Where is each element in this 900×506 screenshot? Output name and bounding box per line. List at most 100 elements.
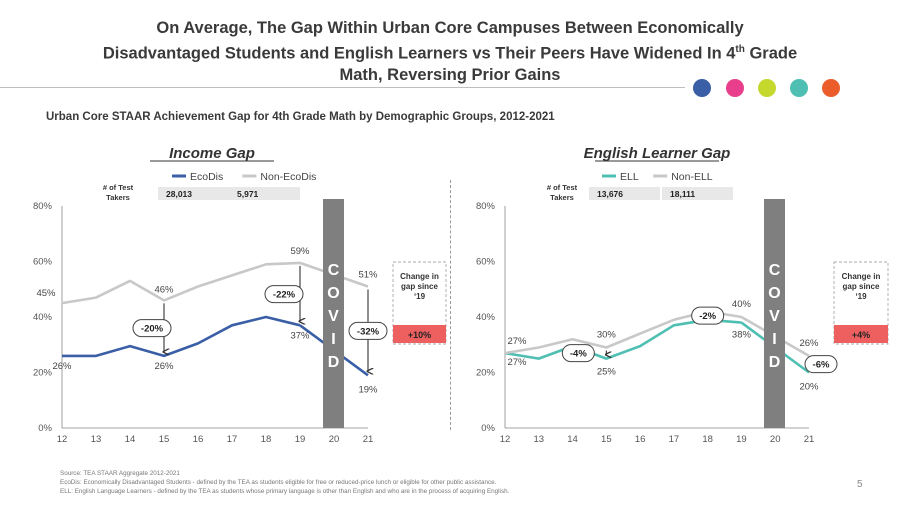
title-superscript: th: [735, 44, 745, 55]
point-label: 46%: [154, 284, 174, 295]
point-label: 25%: [597, 367, 617, 378]
gap-value: -6%: [813, 360, 830, 371]
gap-bubble: [691, 306, 725, 325]
change-value: +10%: [408, 330, 431, 340]
test-takers-box: [158, 187, 229, 200]
brand-dot-blue: [693, 79, 711, 97]
change-label: gap since: [401, 282, 438, 291]
legend-label-non-ecodis: Non-EcoDis: [260, 171, 316, 183]
test-takers-label-2: Takers: [550, 193, 574, 202]
x-tick-label: 14: [567, 434, 578, 445]
covid-letter: C: [328, 262, 340, 279]
page-number: 5: [857, 479, 863, 490]
point-label: 27%: [507, 336, 527, 347]
x-tick-label: 18: [261, 434, 272, 445]
y-tick-label: 80%: [476, 201, 496, 212]
x-tick-label: 20: [329, 434, 340, 445]
gap-value: -4%: [570, 349, 587, 360]
footnote-source: Source: TEA STAAR Aggregate 2012-2021: [60, 470, 180, 477]
x-tick-label: 21: [804, 434, 815, 445]
x-tick-label: 19: [295, 434, 306, 445]
point-label: 40%: [732, 299, 752, 310]
x-tick-label: 14: [125, 434, 136, 445]
change-value-bg: [834, 325, 888, 343]
gap-value: -32%: [357, 326, 380, 337]
title-line-1: On Average, The Gap Within Urban Core Ca…: [156, 19, 744, 37]
y-tick-label: 40%: [476, 312, 496, 323]
covid-letter: D: [769, 354, 781, 371]
point-label: 26%: [154, 361, 174, 372]
gap-bubble: [264, 285, 304, 304]
y-tick-label: 80%: [33, 201, 53, 212]
covid-bar: [764, 199, 785, 428]
covid-letter: V: [328, 308, 339, 325]
series-line-ecodis: [62, 315, 369, 377]
change-value: +4%: [852, 330, 870, 340]
title-line-3: Math, Reversing Prior Gains: [339, 65, 561, 84]
x-tick-label: 15: [601, 434, 612, 445]
x-tick-label: 12: [500, 434, 511, 445]
x-tick-label: 15: [159, 434, 170, 445]
brand-dot-teal: [790, 79, 808, 97]
covid-letter: C: [769, 262, 781, 279]
test-takers-label-2: Takers: [106, 193, 130, 202]
test-takers-label: # of Test: [547, 183, 578, 192]
point-label: 27%: [507, 357, 527, 368]
x-tick-label: 19: [736, 434, 747, 445]
x-tick-label: 13: [91, 434, 102, 445]
y-tick-label: 60%: [33, 257, 53, 268]
point-label: 38%: [732, 330, 752, 341]
x-tick-label: 21: [363, 434, 374, 445]
gap-value: -2%: [699, 311, 716, 322]
covid-letter: V: [769, 308, 780, 325]
y-tick-label: 20%: [33, 368, 53, 379]
covid-letter: D: [328, 354, 340, 371]
point-label: 37%: [290, 330, 310, 341]
change-value-bg: [393, 325, 446, 343]
point-label: 20%: [799, 382, 819, 393]
panel-title: English Learner Gap: [584, 145, 731, 162]
x-tick-label: 16: [193, 434, 204, 445]
test-takers-value: 28,013: [166, 189, 192, 199]
legend-label-ecodis: EcoDis: [190, 171, 223, 183]
test-takers-box: [589, 187, 660, 200]
change-label: gap since: [843, 282, 880, 291]
point-label: 59%: [290, 246, 310, 257]
y-tick-label: 0%: [38, 423, 52, 434]
title-line-2: Disadvantaged Students and English Learn…: [60, 39, 840, 65]
point-label: 30%: [597, 330, 617, 341]
test-takers-box: [662, 187, 733, 200]
test-takers-value: 5,971: [237, 189, 259, 199]
test-takers-value: 13,676: [597, 189, 623, 199]
covid-bar: [323, 199, 344, 428]
covid-letter: I: [331, 331, 335, 348]
panel-divider: [450, 180, 451, 430]
point-label: 45%: [36, 288, 56, 299]
covid-letter: O: [327, 285, 339, 302]
point-label: 51%: [358, 269, 378, 280]
change-label: ‘19: [855, 292, 867, 301]
gap-value: -20%: [141, 324, 164, 335]
covid-letter: I: [772, 331, 776, 348]
title-line-2-end: Grade: [744, 44, 798, 63]
gap-bubble: [561, 344, 595, 363]
point-label: 19%: [358, 384, 378, 395]
slide-title: On Average, The Gap Within Urban Core Ca…: [60, 18, 840, 86]
legend-label-non-ell: Non-ELL: [671, 171, 713, 183]
test-takers-label: # of Test: [103, 183, 134, 192]
x-tick-label: 16: [635, 434, 646, 445]
y-tick-label: 60%: [476, 257, 496, 268]
test-takers-value: 18,111: [670, 189, 695, 199]
footnote-ecodis: EcoDis: Economically Disadvantaged Stude…: [60, 479, 497, 486]
x-tick-label: 17: [227, 434, 238, 445]
test-takers-box: [229, 187, 300, 200]
title-rule: [0, 87, 685, 88]
y-tick-label: 20%: [476, 368, 496, 379]
series-line-non-ell: [504, 310, 810, 358]
change-label: Change in: [842, 272, 881, 281]
gap-bubble: [804, 355, 838, 374]
change-label: Change in: [400, 272, 439, 281]
brand-dot-orange: [822, 79, 840, 97]
chart-subtitle: Urban Core STAAR Achievement Gap for 4th…: [46, 111, 555, 123]
y-tick-label: 40%: [33, 312, 53, 323]
